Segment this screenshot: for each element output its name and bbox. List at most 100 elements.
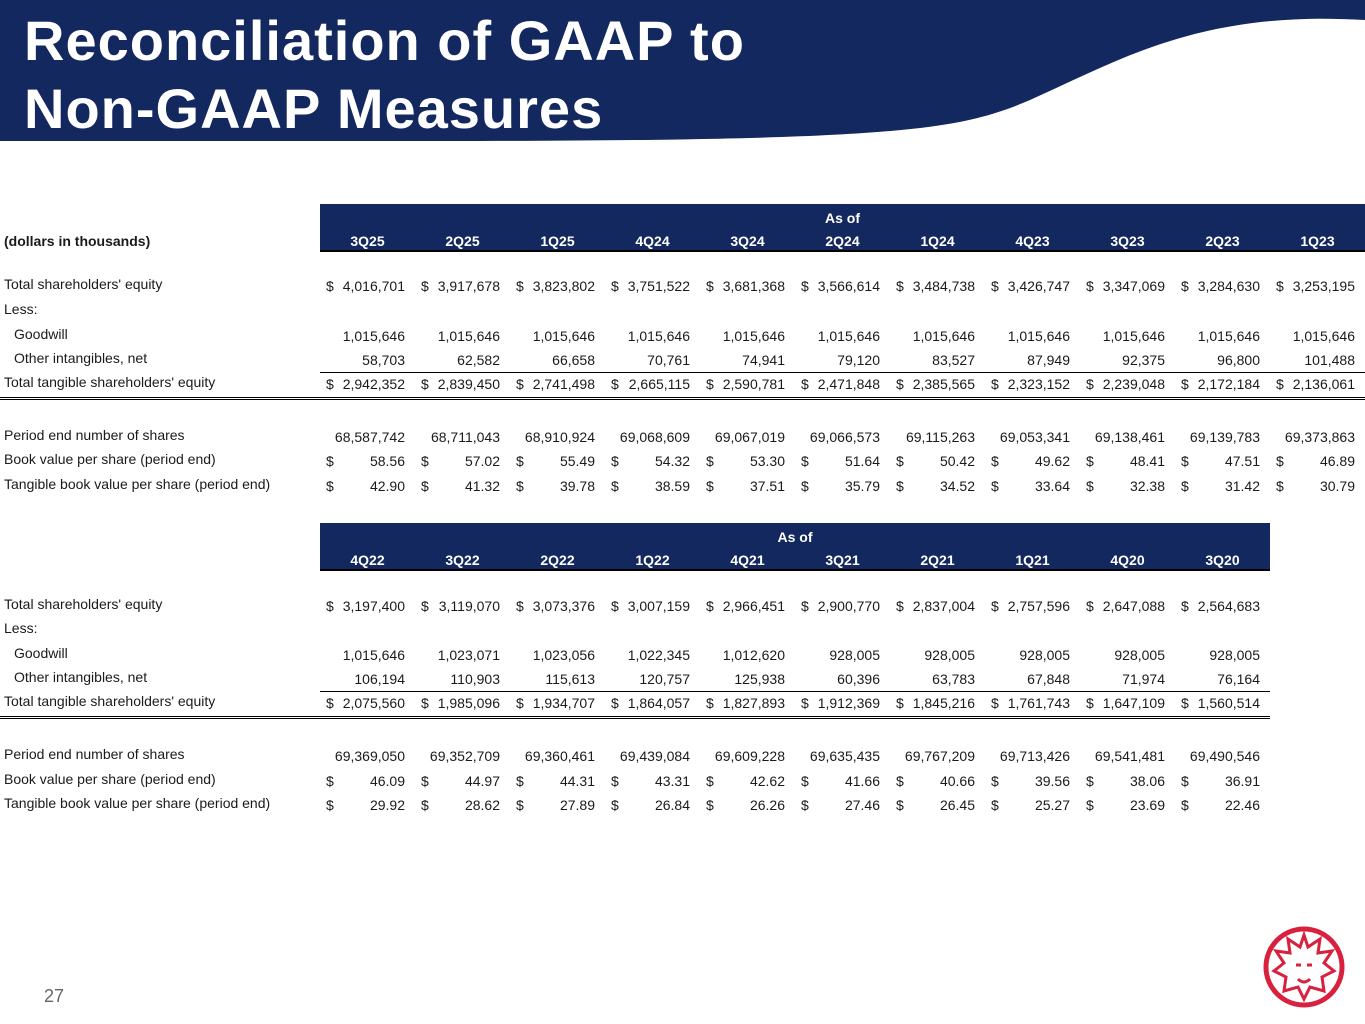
cell-value: 58.56: [369, 453, 405, 469]
column-header: 3Q20: [1205, 552, 1240, 568]
currency-sign: $: [611, 598, 619, 614]
cell-value: 3,073,376: [532, 598, 595, 614]
cell-value: 2,839,450: [437, 376, 500, 392]
currency-sign: $: [421, 478, 429, 494]
column-header: 4Q23: [1015, 233, 1050, 249]
currency-sign: $: [1086, 695, 1094, 711]
cell-value: 1,015,646: [1102, 328, 1165, 344]
currency-sign: $: [611, 797, 619, 813]
cell-value: 1,012,620: [722, 647, 785, 663]
table-header-band: [320, 204, 1365, 250]
column-header: 3Q23: [1110, 233, 1145, 249]
header-rule: [320, 250, 1365, 252]
cell-value: 3,484,738: [912, 278, 975, 294]
currency-sign: $: [326, 453, 334, 469]
cell-value: 23.69: [1129, 797, 1165, 813]
cell-value: 1,022,345: [627, 647, 690, 663]
cell-value: 69,138,461: [1094, 429, 1165, 445]
row-label: Book value per share (period end): [4, 451, 216, 467]
currency-sign: $: [1181, 453, 1189, 469]
currency-sign: $: [1181, 797, 1189, 813]
column-header: 3Q22: [445, 552, 480, 568]
cell-value: 1,015,646: [817, 328, 880, 344]
cell-value: 2,136,061: [1292, 376, 1355, 392]
cell-value: 2,966,451: [722, 598, 785, 614]
currency-sign: $: [1181, 278, 1189, 294]
currency-sign: $: [421, 598, 429, 614]
cell-value: 41.32: [464, 478, 500, 494]
cell-value: 25.27: [1034, 797, 1070, 813]
cell-value: 3,119,070: [438, 598, 500, 614]
currency-sign: $: [326, 478, 334, 494]
cell-value: 26.45: [939, 797, 975, 813]
column-header: 3Q24: [730, 233, 765, 249]
cell-value: 3,347,069: [1102, 278, 1165, 294]
cell-value: 27.89: [559, 797, 595, 813]
currency-sign: $: [896, 278, 904, 294]
currency-sign: $: [801, 797, 809, 813]
column-header: 1Q22: [635, 552, 670, 568]
currency-sign: $: [1276, 376, 1284, 392]
group-header: As of: [825, 210, 860, 226]
currency-sign: $: [706, 478, 714, 494]
cell-value: 69,067,019: [714, 429, 785, 445]
currency-sign: $: [421, 376, 429, 392]
cell-value: 120,757: [639, 671, 690, 687]
currency-sign: $: [611, 773, 619, 789]
currency-sign: $: [611, 478, 619, 494]
cell-value: 30.79: [1319, 478, 1355, 494]
cell-value: 69,068,609: [619, 429, 690, 445]
currency-sign: $: [706, 376, 714, 392]
row-label: Book value per share (period end): [4, 771, 216, 787]
cell-value: 928,005: [1114, 647, 1165, 663]
cell-value: 69,066,573: [809, 429, 880, 445]
cell-value: 928,005: [1209, 647, 1260, 663]
cell-value: 51.64: [844, 453, 880, 469]
cell-value: 110,903: [450, 671, 500, 687]
currency-sign: $: [991, 376, 999, 392]
cell-value: 54.32: [654, 453, 690, 469]
currency-sign: $: [326, 695, 334, 711]
currency-sign: $: [706, 695, 714, 711]
cell-value: 70,761: [647, 352, 690, 368]
cell-value: 101,488: [1304, 352, 1355, 368]
row-label: Goodwill: [14, 645, 68, 661]
row-label: Total shareholders' equity: [4, 276, 163, 292]
cell-value: 69,360,461: [524, 748, 595, 764]
cell-value: 33.64: [1034, 478, 1070, 494]
currency-sign: $: [1086, 376, 1094, 392]
cell-value: 50.42: [939, 453, 975, 469]
cell-value: 60,396: [837, 671, 880, 687]
cell-value: 1,827,893: [722, 695, 785, 711]
cell-value: 1,912,369: [817, 695, 880, 711]
currency-sign: $: [611, 376, 619, 392]
row-label: Tangible book value per share (period en…: [4, 476, 271, 492]
cell-value: 2,385,565: [912, 376, 975, 392]
column-header: 4Q22: [350, 552, 385, 568]
cell-value: 38.59: [654, 478, 690, 494]
cell-value: 69,439,084: [619, 748, 690, 764]
cell-value: 1,015,646: [722, 328, 785, 344]
currency-sign: $: [801, 695, 809, 711]
currency-sign: $: [801, 278, 809, 294]
column-header: 2Q21: [920, 552, 955, 568]
cell-value: 66,658: [552, 352, 595, 368]
cell-value: 1,864,057: [627, 695, 690, 711]
cell-value: 42.62: [749, 773, 785, 789]
currency-sign: $: [801, 478, 809, 494]
row-label: Less:: [4, 620, 38, 636]
cell-value: 1,015,646: [437, 328, 500, 344]
cell-value: 69,369,050: [334, 748, 405, 764]
cell-value: 44.31: [559, 773, 595, 789]
cell-value: 38.06: [1129, 773, 1165, 789]
cell-value: 46.89: [1319, 453, 1355, 469]
row-label: Less:: [4, 301, 38, 317]
total-rule: [0, 716, 1270, 719]
cell-value: 83,527: [932, 352, 975, 368]
currency-sign: $: [516, 453, 524, 469]
cell-value: 1,934,707: [532, 695, 595, 711]
currency-sign: $: [611, 278, 619, 294]
cell-value: 1,015,646: [627, 328, 690, 344]
row-label: Period end number of shares: [4, 746, 185, 762]
cell-value: 62,582: [457, 352, 500, 368]
